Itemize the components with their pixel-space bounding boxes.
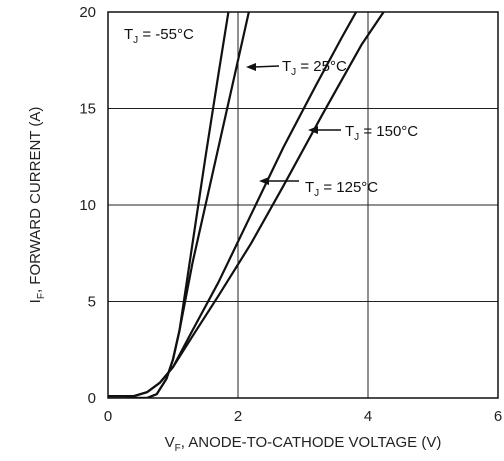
y-tick-label-2: 10	[79, 197, 96, 214]
x-tick-label-2: 4	[364, 408, 372, 425]
series-label-1-sub: J	[291, 67, 296, 78]
y-axis-title-rest: , FORWARD CURRENT (A)	[27, 107, 44, 293]
series-label-3-sub: J	[314, 188, 319, 199]
annotation-arrowhead-3	[259, 177, 269, 185]
curves	[108, 12, 385, 398]
series-label-0-prefix: T	[124, 26, 133, 43]
annotation-arrowhead-2	[308, 126, 318, 134]
x-axis-title: VF, ANODE-TO-CATHODE VOLTAGE (V)	[165, 434, 442, 454]
y-axis-title: IF, FORWARD CURRENT (A)	[27, 107, 47, 304]
x-axis-title-main: V	[165, 434, 175, 451]
y-axis-title-sub: F	[36, 293, 47, 299]
series-label-0: TJ = -55°C	[124, 26, 194, 46]
series-label-1-prefix: T	[282, 58, 291, 75]
series-label-2: TJ = 150°C	[345, 123, 418, 143]
y-axis-title-main: I	[27, 299, 44, 303]
x-tick-label-1: 2	[234, 408, 242, 425]
curve-series-3	[108, 12, 385, 398]
y-tick-label-3: 15	[79, 101, 96, 118]
annotation-arrow-1	[253, 65, 280, 68]
x-axis-title-sub: F	[175, 443, 181, 454]
tick-labels: 0 2 4 6 0 5 10 15 20	[79, 4, 502, 425]
series-label-1: TJ = 25°C	[282, 58, 347, 78]
x-tick-label-0: 0	[104, 408, 112, 425]
annotation-arrowhead-1	[246, 63, 256, 71]
series-label-2-prefix: T	[345, 123, 354, 140]
series-label-3: TJ = 125°C	[305, 179, 378, 199]
series-label-0-sub: J	[133, 35, 138, 46]
series-label-2-suffix: = 150°C	[359, 123, 418, 140]
y-tick-label-1: 5	[88, 294, 96, 311]
series-label-3-suffix: = 125°C	[319, 179, 378, 196]
series-label-1-suffix: = 25°C	[296, 58, 347, 75]
x-axis-title-rest: , ANODE-TO-CATHODE VOLTAGE (V)	[181, 434, 442, 451]
y-tick-label-0: 0	[88, 390, 96, 407]
series-annotations: TJ = -55°CTJ = 25°CTJ = 150°CTJ = 125°C	[124, 26, 418, 199]
curve-series-1	[126, 12, 250, 398]
y-tick-label-4: 20	[79, 4, 96, 21]
series-label-3-prefix: T	[305, 179, 314, 196]
curve-series-0	[126, 12, 230, 398]
x-tick-label-3: 6	[494, 408, 502, 425]
series-label-2-sub: J	[354, 132, 359, 143]
plot-frame	[107, 11, 499, 399]
series-label-0-suffix: = -55°C	[138, 26, 194, 43]
